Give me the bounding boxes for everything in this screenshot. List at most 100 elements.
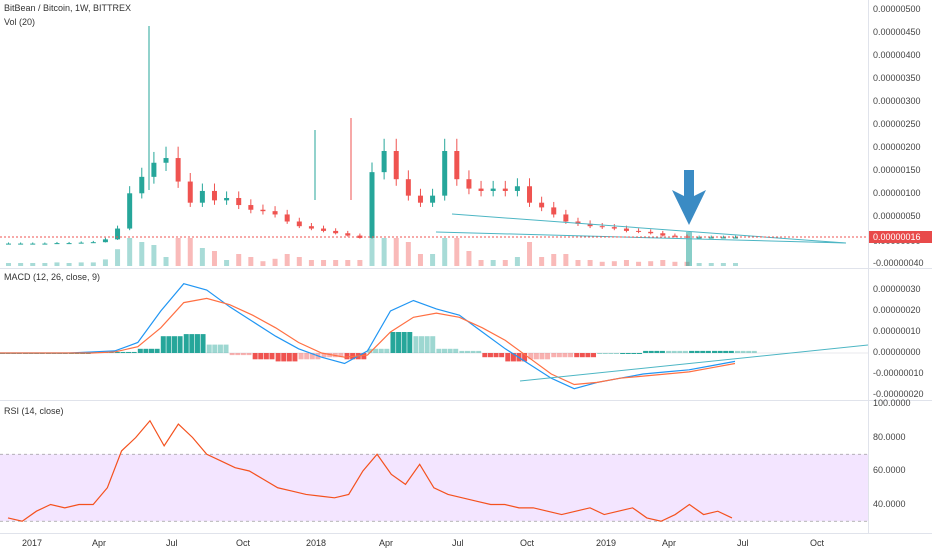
candle-body [90, 242, 96, 244]
volume-bar [696, 263, 702, 266]
macd-histogram-bar [292, 353, 298, 362]
candle-body [199, 190, 205, 203]
macd-histogram-bar [424, 336, 430, 353]
macd-histogram-bar [258, 353, 264, 360]
candle-body [539, 202, 545, 208]
volume-bar [102, 259, 108, 266]
macd-histogram-bar [183, 334, 189, 353]
volume-bar [636, 261, 642, 266]
volume-bar [478, 260, 484, 266]
candle-body [321, 228, 327, 231]
candle-body [345, 233, 351, 236]
volume-bar [527, 242, 533, 266]
volume-bar [236, 254, 242, 266]
pane-divider[interactable] [0, 268, 932, 269]
candle-body [139, 176, 145, 194]
candle-body [42, 243, 48, 245]
pane-divider[interactable] [0, 400, 932, 401]
volume-bar [357, 260, 363, 266]
macd-histogram-bar [654, 350, 660, 353]
volume-bar [733, 263, 738, 266]
time-axis-label: Apr [379, 538, 394, 548]
rsi-axis[interactable]: 100.0000 80.0000 60.0000 40.0000 [868, 398, 932, 533]
macd-histogram-bar [126, 351, 132, 353]
macd-histogram-bar [643, 350, 649, 353]
volume-bar [381, 238, 387, 266]
macd-tick-label: 0.00000010 [873, 326, 921, 336]
macd-histogram-bar [327, 353, 333, 358]
macd-histogram-bar [712, 350, 718, 353]
price-axis[interactable]: 0.00000500 0.00000450 0.00000400 0.00000350… [868, 0, 932, 268]
macd-histogram-bar [442, 348, 448, 353]
macd-histogram-bar [344, 353, 350, 360]
volume-bar [648, 261, 654, 266]
macd-histogram-bar [694, 350, 700, 353]
macd-histogram-bar [602, 353, 608, 354]
candle-body [308, 226, 314, 229]
macd-histogram-bar [751, 350, 757, 353]
volume-bar [308, 260, 314, 266]
candle-body [127, 193, 133, 229]
time-axis-label: 2019 [596, 538, 617, 548]
macd-histogram-bar [625, 353, 631, 354]
macd-chart[interactable] [0, 269, 868, 400]
volume-bar [514, 257, 520, 266]
volume-bar [490, 260, 496, 266]
candle-body [236, 198, 242, 206]
macd-plot[interactable] [0, 269, 868, 400]
macd-histogram-bar [223, 344, 229, 353]
macd-tick-label: -0.00000020 [873, 389, 924, 399]
macd-histogram-bar [373, 348, 379, 353]
macd-histogram-bar [677, 350, 683, 353]
price-tick-label: 0.00000200 [873, 142, 921, 152]
macd-histogram-bar [539, 353, 545, 360]
macd-histogram-bar [367, 348, 373, 353]
volume-bar [623, 260, 629, 266]
macd-histogram-bar [304, 353, 310, 360]
volume-bar [405, 242, 411, 266]
macd-histogram-bar [533, 353, 539, 360]
time-axis-label: Jul [166, 538, 178, 548]
macd-histogram-bar [206, 344, 212, 353]
time-axis-label: Jul [737, 538, 749, 548]
candle-body [672, 235, 678, 237]
rsi-plot[interactable] [0, 401, 868, 533]
macd-histogram-bar [269, 353, 275, 360]
candle-body [442, 151, 448, 196]
macd-histogram-bar [597, 353, 603, 354]
macd-histogram-bar [235, 353, 241, 356]
macd-pane[interactable]: MACD (12, 26, close, 9) 0.00000030 0.0000… [0, 269, 932, 400]
candle-body [733, 237, 738, 239]
volume-bar [115, 249, 121, 266]
candle-body [490, 188, 496, 191]
macd-histogram-bar [568, 353, 574, 358]
candle-body [405, 179, 411, 196]
candle-body [454, 151, 460, 180]
candle-body [466, 179, 472, 189]
time-axis[interactable]: 2017 Apr Jul Oct 2018 Apr Jul Oct 2019 Apr Jul Oct [0, 533, 932, 551]
candle-body [527, 186, 533, 203]
macd-histogram-bar [723, 350, 729, 353]
volume-bar [248, 257, 254, 266]
price-plot[interactable] [0, 0, 868, 268]
macd-histogram-bar [275, 353, 281, 362]
macd-histogram-bar [705, 350, 711, 353]
candle-body [636, 230, 642, 232]
price-pane[interactable]: BitBean / Bitcoin, 1W, BITTREX Vol (20) … [0, 0, 932, 268]
macd-histogram-bar [522, 353, 528, 362]
macd-axis[interactable]: 0.00000030 0.00000020 0.00000010 0.00000000… [868, 269, 932, 400]
volume-bar [502, 260, 508, 266]
price-chart[interactable] [0, 0, 868, 268]
macd-histogram-bar [493, 353, 499, 358]
volume-bar [151, 245, 157, 266]
candle-body [660, 233, 666, 236]
macd-histogram-bar [154, 348, 160, 353]
macd-histogram-bar [631, 353, 637, 354]
volume-bar [599, 261, 605, 266]
macd-tick-label: 0.00000000 [873, 347, 921, 357]
rsi-chart[interactable] [0, 401, 868, 533]
candle-body [151, 162, 157, 177]
candle-body [163, 158, 169, 163]
rsi-pane[interactable]: RSI (14, close) 100.0000 80.0000 60.0000 40… [0, 398, 932, 533]
candle-body [224, 198, 230, 201]
